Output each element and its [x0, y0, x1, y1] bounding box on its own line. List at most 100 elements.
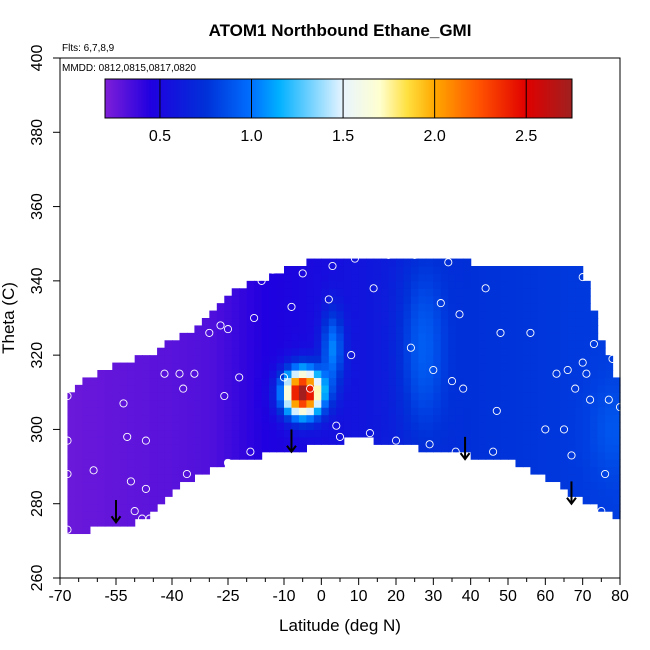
heatmap-cell	[298, 436, 307, 445]
heatmap-cell	[545, 325, 554, 334]
heatmap-cell	[366, 414, 375, 423]
heatmap-cell	[552, 303, 561, 312]
heatmap-cell	[149, 444, 158, 453]
heatmap-cell	[425, 362, 434, 371]
heatmap-cell	[530, 414, 539, 423]
sample-point	[63, 469, 72, 479]
x-tick-label: 10	[350, 588, 368, 605]
heatmap-cell	[269, 436, 278, 445]
heatmap-cell	[560, 332, 569, 341]
heatmap-cell	[142, 422, 151, 431]
heatmap-cell	[612, 407, 621, 416]
heatmap-cell	[179, 347, 188, 356]
heatmap-cell	[388, 325, 397, 334]
heatmap-cell	[582, 370, 591, 379]
x-tick-label: -70	[48, 588, 71, 605]
heatmap-cell	[463, 399, 472, 408]
heatmap-cell	[403, 370, 412, 379]
heatmap-cell	[119, 429, 128, 438]
heatmap-cell	[157, 347, 166, 356]
heatmap-cell	[530, 384, 539, 393]
dates-note: MMDD: 0812,0815,0817,0820	[62, 63, 196, 74]
heatmap-cell	[537, 422, 546, 431]
heatmap-cell	[508, 340, 517, 349]
heatmap-cell	[410, 280, 419, 289]
heatmap-cell	[493, 436, 502, 445]
heatmap-cell	[478, 384, 487, 393]
heatmap-cell	[313, 392, 322, 401]
heatmap-cell	[261, 303, 270, 312]
heatmap-cell	[239, 370, 248, 379]
heatmap-cell	[104, 422, 113, 431]
heatmap-cell	[127, 511, 136, 520]
heatmap-cell	[463, 377, 472, 386]
heatmap-cell	[470, 295, 479, 304]
heatmap-cell	[448, 340, 457, 349]
heatmap-cell	[530, 392, 539, 401]
heatmap-cell	[545, 429, 554, 438]
heatmap-cell	[186, 451, 195, 460]
heatmap-cell	[508, 347, 517, 356]
heatmap-cell	[89, 496, 98, 505]
heatmap-cell	[97, 481, 106, 490]
heatmap-cell	[500, 370, 509, 379]
heatmap-cell	[343, 429, 352, 438]
heatmap-cell	[396, 295, 405, 304]
heatmap-cell	[74, 399, 83, 408]
heatmap-cell	[246, 362, 255, 371]
heatmap-cell	[127, 429, 136, 438]
heatmap-cell	[366, 392, 375, 401]
heatmap-cell	[500, 436, 509, 445]
sample-point	[552, 369, 561, 378]
heatmap-cell	[127, 459, 136, 468]
x-tick-label: 0	[317, 588, 326, 605]
heatmap-cell	[373, 355, 382, 364]
heatmap-cell	[545, 273, 554, 282]
heatmap-cell	[530, 362, 539, 371]
heatmap-cell	[373, 318, 382, 327]
heatmap-cell	[97, 429, 106, 438]
heatmap-cell	[306, 347, 315, 356]
heatmap-cell	[590, 488, 599, 497]
heatmap-cell	[522, 303, 531, 312]
heatmap-cell	[537, 436, 546, 445]
heatmap-cell	[276, 392, 285, 401]
heatmap-cell	[515, 266, 524, 275]
heatmap-cell	[67, 429, 76, 438]
heatmap-cell	[373, 295, 382, 304]
heatmap-cell	[313, 355, 322, 364]
heatmap-cell	[254, 340, 263, 349]
heatmap-cell	[396, 258, 405, 267]
heatmap-cell	[298, 414, 307, 423]
heatmap-cell	[97, 496, 106, 505]
heatmap-cell	[567, 325, 576, 334]
heatmap-cell	[396, 429, 405, 438]
heatmap-cell	[306, 280, 315, 289]
heatmap-cell	[388, 407, 397, 416]
heatmap-cell	[500, 384, 509, 393]
heatmap-cell	[508, 303, 517, 312]
heatmap-cell	[485, 288, 494, 297]
heatmap-cell	[119, 496, 128, 505]
heatmap-cell	[545, 332, 554, 341]
heatmap-cell	[239, 429, 248, 438]
heatmap-cell	[590, 459, 599, 468]
heatmap-cell	[590, 310, 599, 319]
heatmap-cell	[254, 325, 263, 334]
heatmap-cell	[508, 288, 517, 297]
heatmap-cell	[254, 288, 263, 297]
heatmap-cell	[530, 295, 539, 304]
heatmap-cell	[97, 407, 106, 416]
heatmap-cell	[605, 436, 614, 445]
heatmap-cell	[463, 258, 472, 267]
sample-point	[190, 369, 199, 378]
heatmap-cell	[254, 399, 263, 408]
sample-point	[447, 377, 457, 386]
heatmap-cell	[575, 266, 584, 275]
heatmap-cell	[463, 422, 472, 431]
heatmap-cell	[500, 451, 509, 460]
heatmap-cell	[455, 347, 464, 356]
heatmap-cell	[366, 288, 375, 297]
heatmap-cell	[343, 377, 352, 386]
heatmap-cell	[209, 318, 218, 327]
